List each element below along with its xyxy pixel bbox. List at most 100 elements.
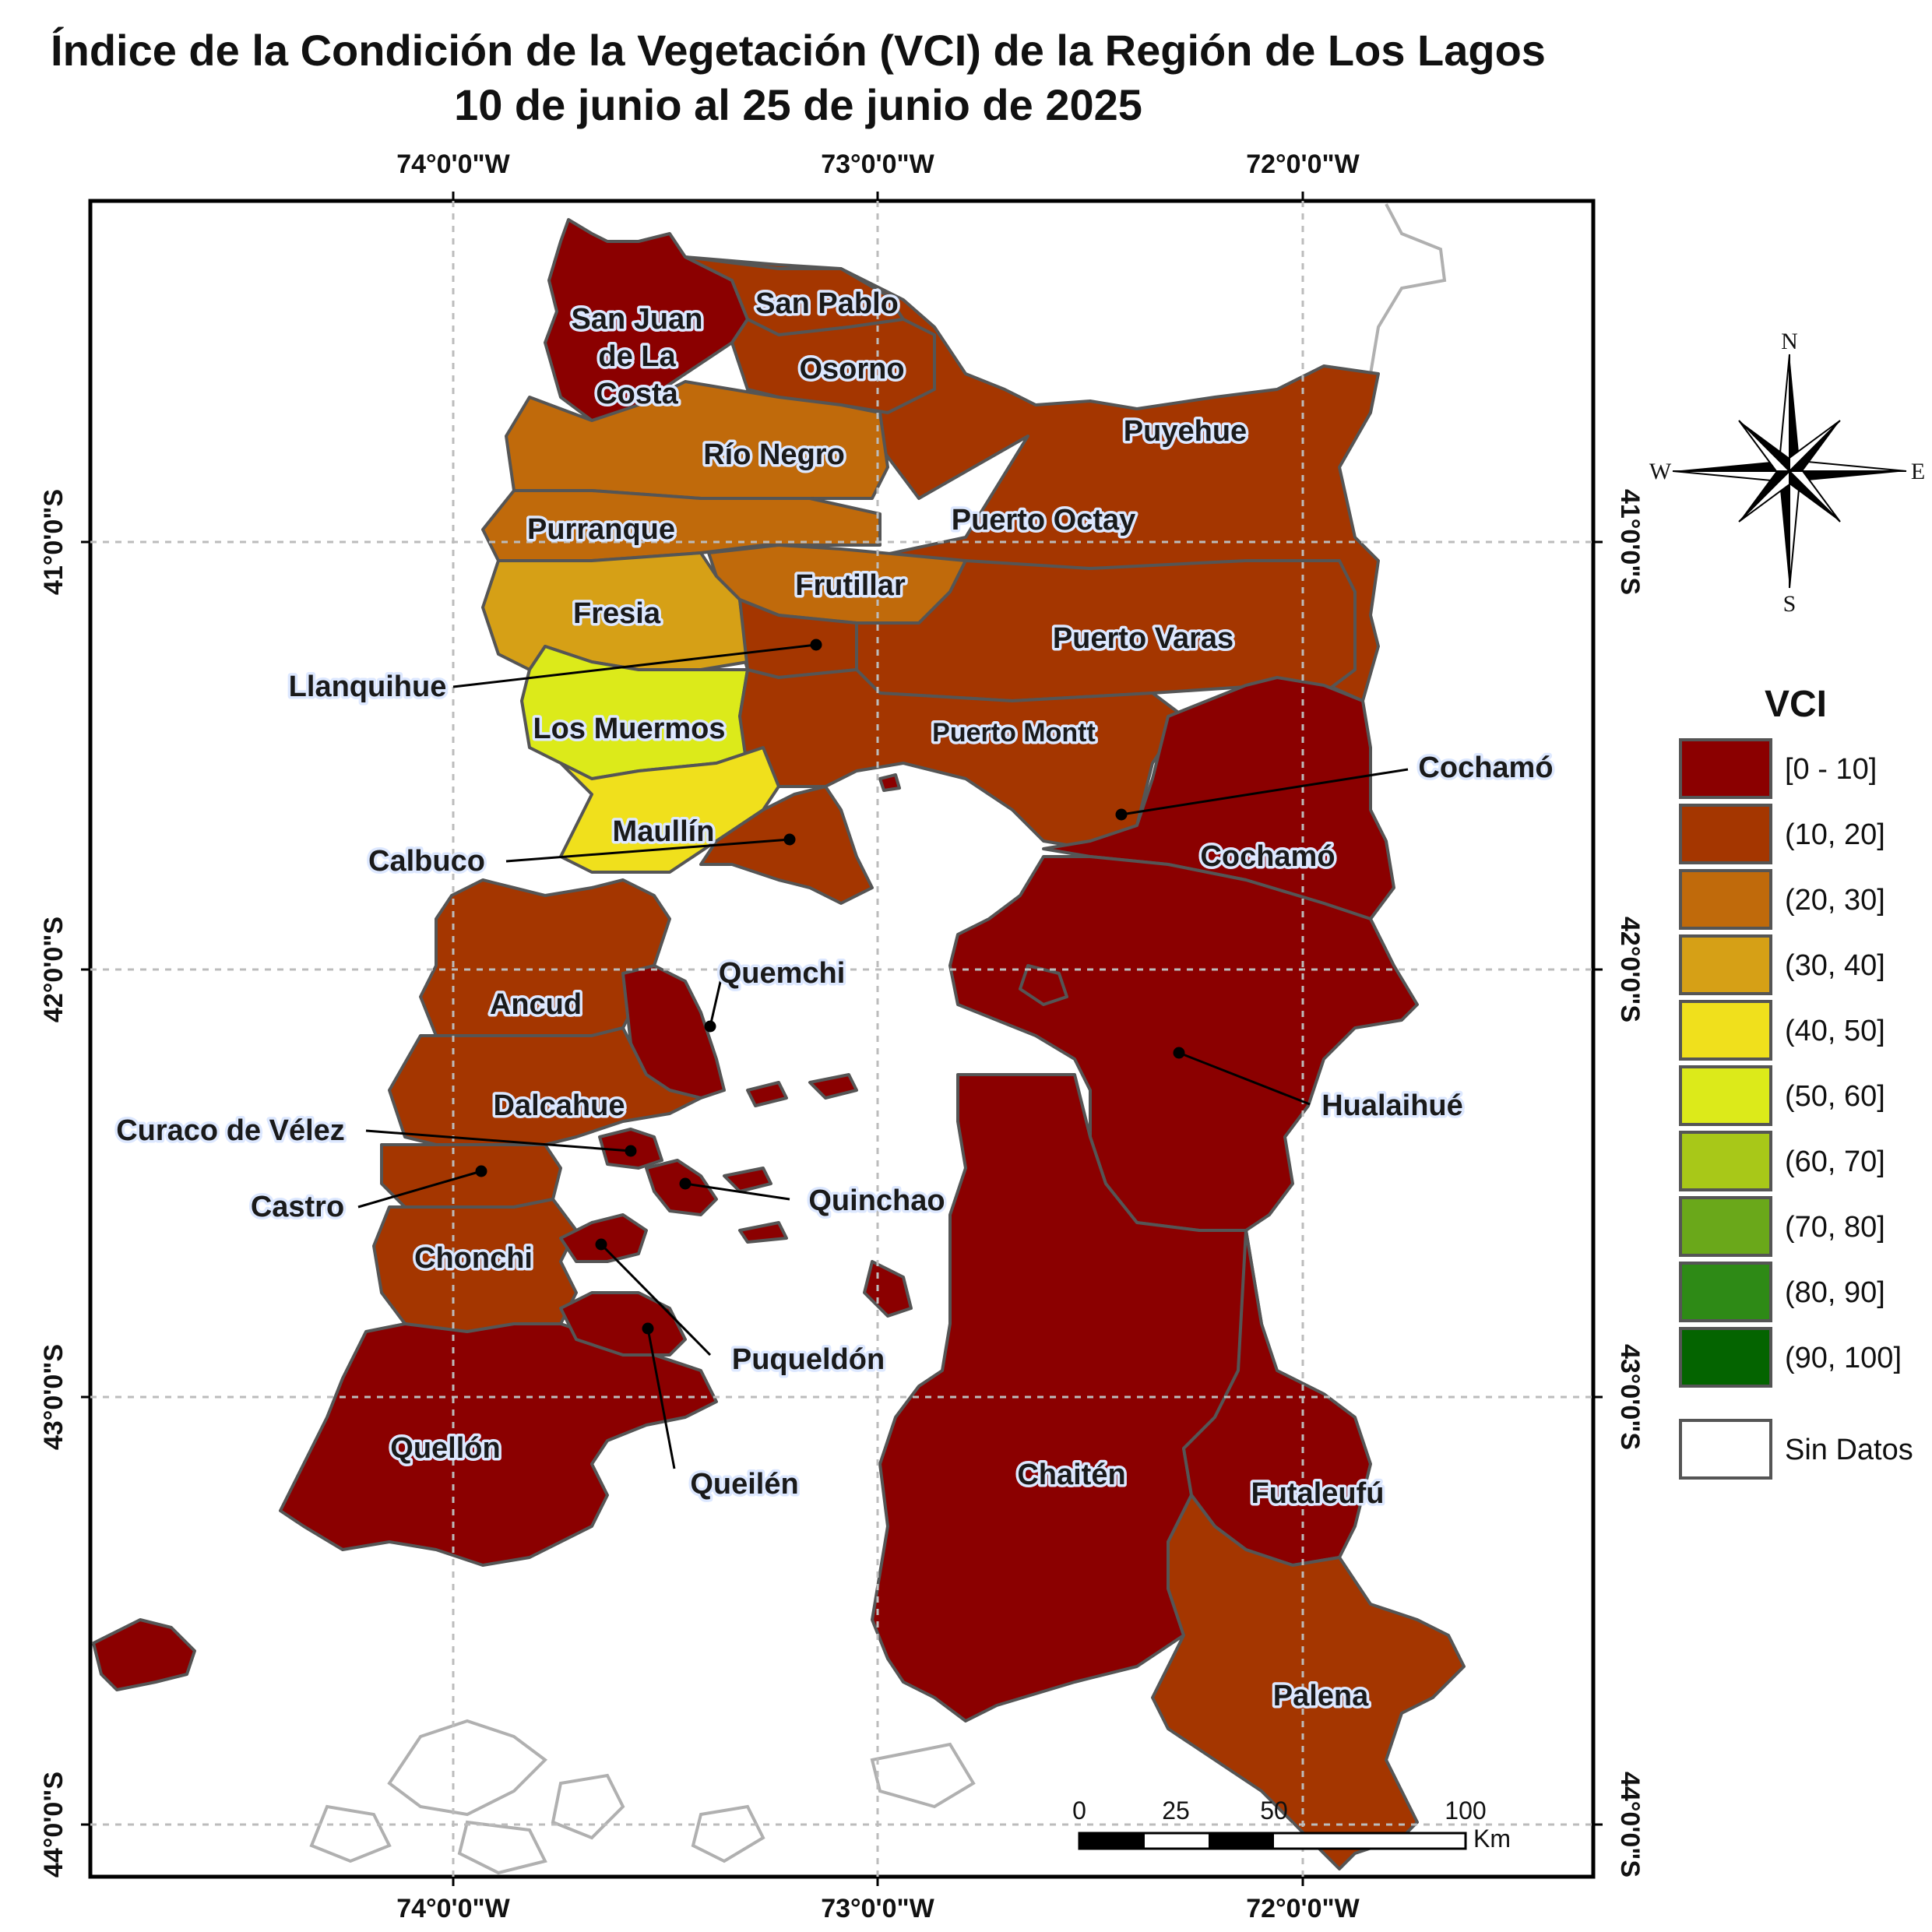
region-hualaihue[interactable]: [948, 855, 1419, 1232]
label-puyehue: Puyehue: [1124, 415, 1247, 448]
label-maullin: Maullín: [613, 815, 715, 848]
label-quellon: Quellón: [390, 1432, 500, 1465]
lat-left-label: 43°0'0"S: [39, 1344, 69, 1450]
axis-ticks: [81, 192, 1603, 1886]
label-puqueldon: Puqueldón: [732, 1343, 885, 1376]
label-castro: Castro: [251, 1191, 344, 1223]
lon-top-label: 74°0'0"W: [396, 150, 510, 179]
title-line-1: Índice de la Condición de la Vegetación …: [51, 26, 1546, 75]
scale-tick-50: 50: [1260, 1797, 1288, 1825]
label-hualaihue: Hualaihué: [1321, 1089, 1463, 1122]
lon-bottom-label: 72°0'0"W: [1246, 1894, 1360, 1923]
lat-left-label: 44°0'0"S: [39, 1772, 69, 1877]
label-san-juan-line1: San Juan: [572, 303, 703, 336]
outside-region-outline: [309, 203, 1447, 1875]
region-islet[interactable]: [738, 1221, 788, 1244]
compass-star-icon: [1672, 354, 1907, 589]
legend-swatch: [1679, 1327, 1772, 1388]
lat-left-label: 41°0'0"S: [39, 489, 69, 595]
legend: VCI [0 - 10] (10, 20] (20, 30] (30, 40] (40,…: [1679, 684, 1913, 1480]
label-quemchi: Quemchi: [719, 957, 846, 990]
scale-tick-25: 25: [1162, 1797, 1190, 1825]
legend-swatch: [1679, 1262, 1772, 1322]
scale-tick-0: 0: [1072, 1797, 1086, 1825]
callout-lines: [357, 639, 1409, 1469]
legend-swatch: [1679, 804, 1772, 864]
region-san-juan-de-la-costa[interactable]: [544, 218, 749, 422]
label-san-juan-line3: Costa: [596, 378, 678, 410]
legend-label: (70, 80]: [1785, 1211, 1885, 1244]
compass-n: N: [1781, 329, 1798, 354]
lat-right-label: 44°0'0"S: [1615, 1772, 1645, 1877]
legend-swatch: [1679, 934, 1772, 995]
scale-tick-100: 100: [1445, 1797, 1486, 1825]
graticule: [90, 201, 1593, 1877]
lat-left-label: 42°0'0"S: [39, 917, 69, 1022]
legend-swatch: [1679, 869, 1772, 930]
region-islet[interactable]: [878, 773, 901, 792]
label-quinchao: Quinchao: [808, 1184, 945, 1217]
label-puerto-montt: Puerto Montt: [932, 718, 1096, 748]
region-islet[interactable]: [723, 1167, 772, 1193]
legend-swatch: [1679, 1131, 1772, 1191]
legend-swatch-no-data: [1679, 1419, 1772, 1480]
region-queilen[interactable]: [559, 1291, 687, 1357]
region-calbuco[interactable]: [699, 785, 874, 905]
label-puerto-octay: Puerto Octay: [952, 504, 1136, 537]
legend-label-no-data: Sin Datos: [1785, 1434, 1913, 1466]
lat-right-label: 43°0'0"S: [1615, 1344, 1645, 1450]
region-palena[interactable]: [1151, 1494, 1466, 1870]
legend-label: (80, 90]: [1785, 1276, 1885, 1309]
region-island-west[interactable]: [92, 1618, 196, 1691]
label-ancud: Ancud: [490, 988, 582, 1021]
region-islet[interactable]: [746, 1081, 788, 1107]
compass-s: S: [1783, 591, 1797, 617]
region-islet[interactable]: [808, 1073, 858, 1100]
lon-top-label: 72°0'0"W: [1246, 150, 1360, 179]
region-puqueldon[interactable]: [559, 1213, 648, 1263]
legend-label: (40, 50]: [1785, 1015, 1885, 1047]
lat-right-label: 41°0'0"S: [1615, 489, 1645, 595]
region-islet[interactable]: [1019, 964, 1068, 1006]
label-chonchi: Chonchi: [414, 1242, 533, 1275]
legend-items: [0 - 10] (10, 20] (20, 30] (30, 40] (40, 50]…: [1679, 738, 1902, 1388]
label-san-juan-line2: de La: [598, 340, 676, 373]
label-san-pablo: San Pablo: [755, 287, 899, 320]
label-frutillar: Frutillar: [795, 569, 906, 602]
label-cochamo-callout: Cochamó: [1418, 751, 1553, 784]
label-rio-negro: Río Negro: [703, 438, 845, 471]
label-fresia: Fresia: [573, 597, 661, 630]
compass-e: E: [1911, 459, 1925, 484]
label-osorno: Osorno: [799, 353, 904, 385]
legend-label: (90, 100]: [1785, 1342, 1902, 1374]
region-castro[interactable]: [380, 1143, 562, 1209]
legend-label: [0 - 10]: [1785, 753, 1877, 786]
legend-label: (30, 40]: [1785, 949, 1885, 982]
legend-swatch: [1679, 1065, 1772, 1126]
lon-bottom-label: 73°0'0"W: [821, 1894, 934, 1923]
label-purranque: Purranque: [527, 513, 675, 546]
lat-right-label: 42°0'0"S: [1615, 917, 1645, 1022]
label-calbuco: Calbuco: [368, 845, 485, 878]
label-llanquihue: Llanquihue: [289, 670, 447, 703]
scale-bar: 0 25 50 100 Km: [1072, 1797, 1511, 1853]
scale-unit: Km: [1473, 1825, 1511, 1853]
legend-swatch: [1679, 1000, 1772, 1061]
compass-rose: N S E W: [1649, 329, 1925, 617]
label-puerto-varas: Puerto Varas: [1053, 622, 1233, 655]
label-los-muermos: Los Muermos: [533, 713, 725, 745]
compass-w: W: [1649, 459, 1672, 484]
label-futaleufu: Futaleufú: [1251, 1477, 1385, 1510]
label-dalcahue: Dalcahue: [494, 1089, 625, 1122]
legend-label: (20, 30]: [1785, 884, 1885, 917]
label-cochamo: Cochamó: [1200, 840, 1335, 873]
region-islet[interactable]: [863, 1260, 913, 1318]
region-osorno[interactable]: [730, 318, 936, 414]
lon-top-label: 73°0'0"W: [821, 150, 934, 179]
legend-label: (60, 70]: [1785, 1145, 1885, 1178]
label-chaiten: Chaitén: [1017, 1459, 1125, 1491]
legend-label: (50, 60]: [1785, 1080, 1885, 1113]
legend-swatch: [1679, 738, 1772, 799]
legend-label: (10, 20]: [1785, 818, 1885, 851]
